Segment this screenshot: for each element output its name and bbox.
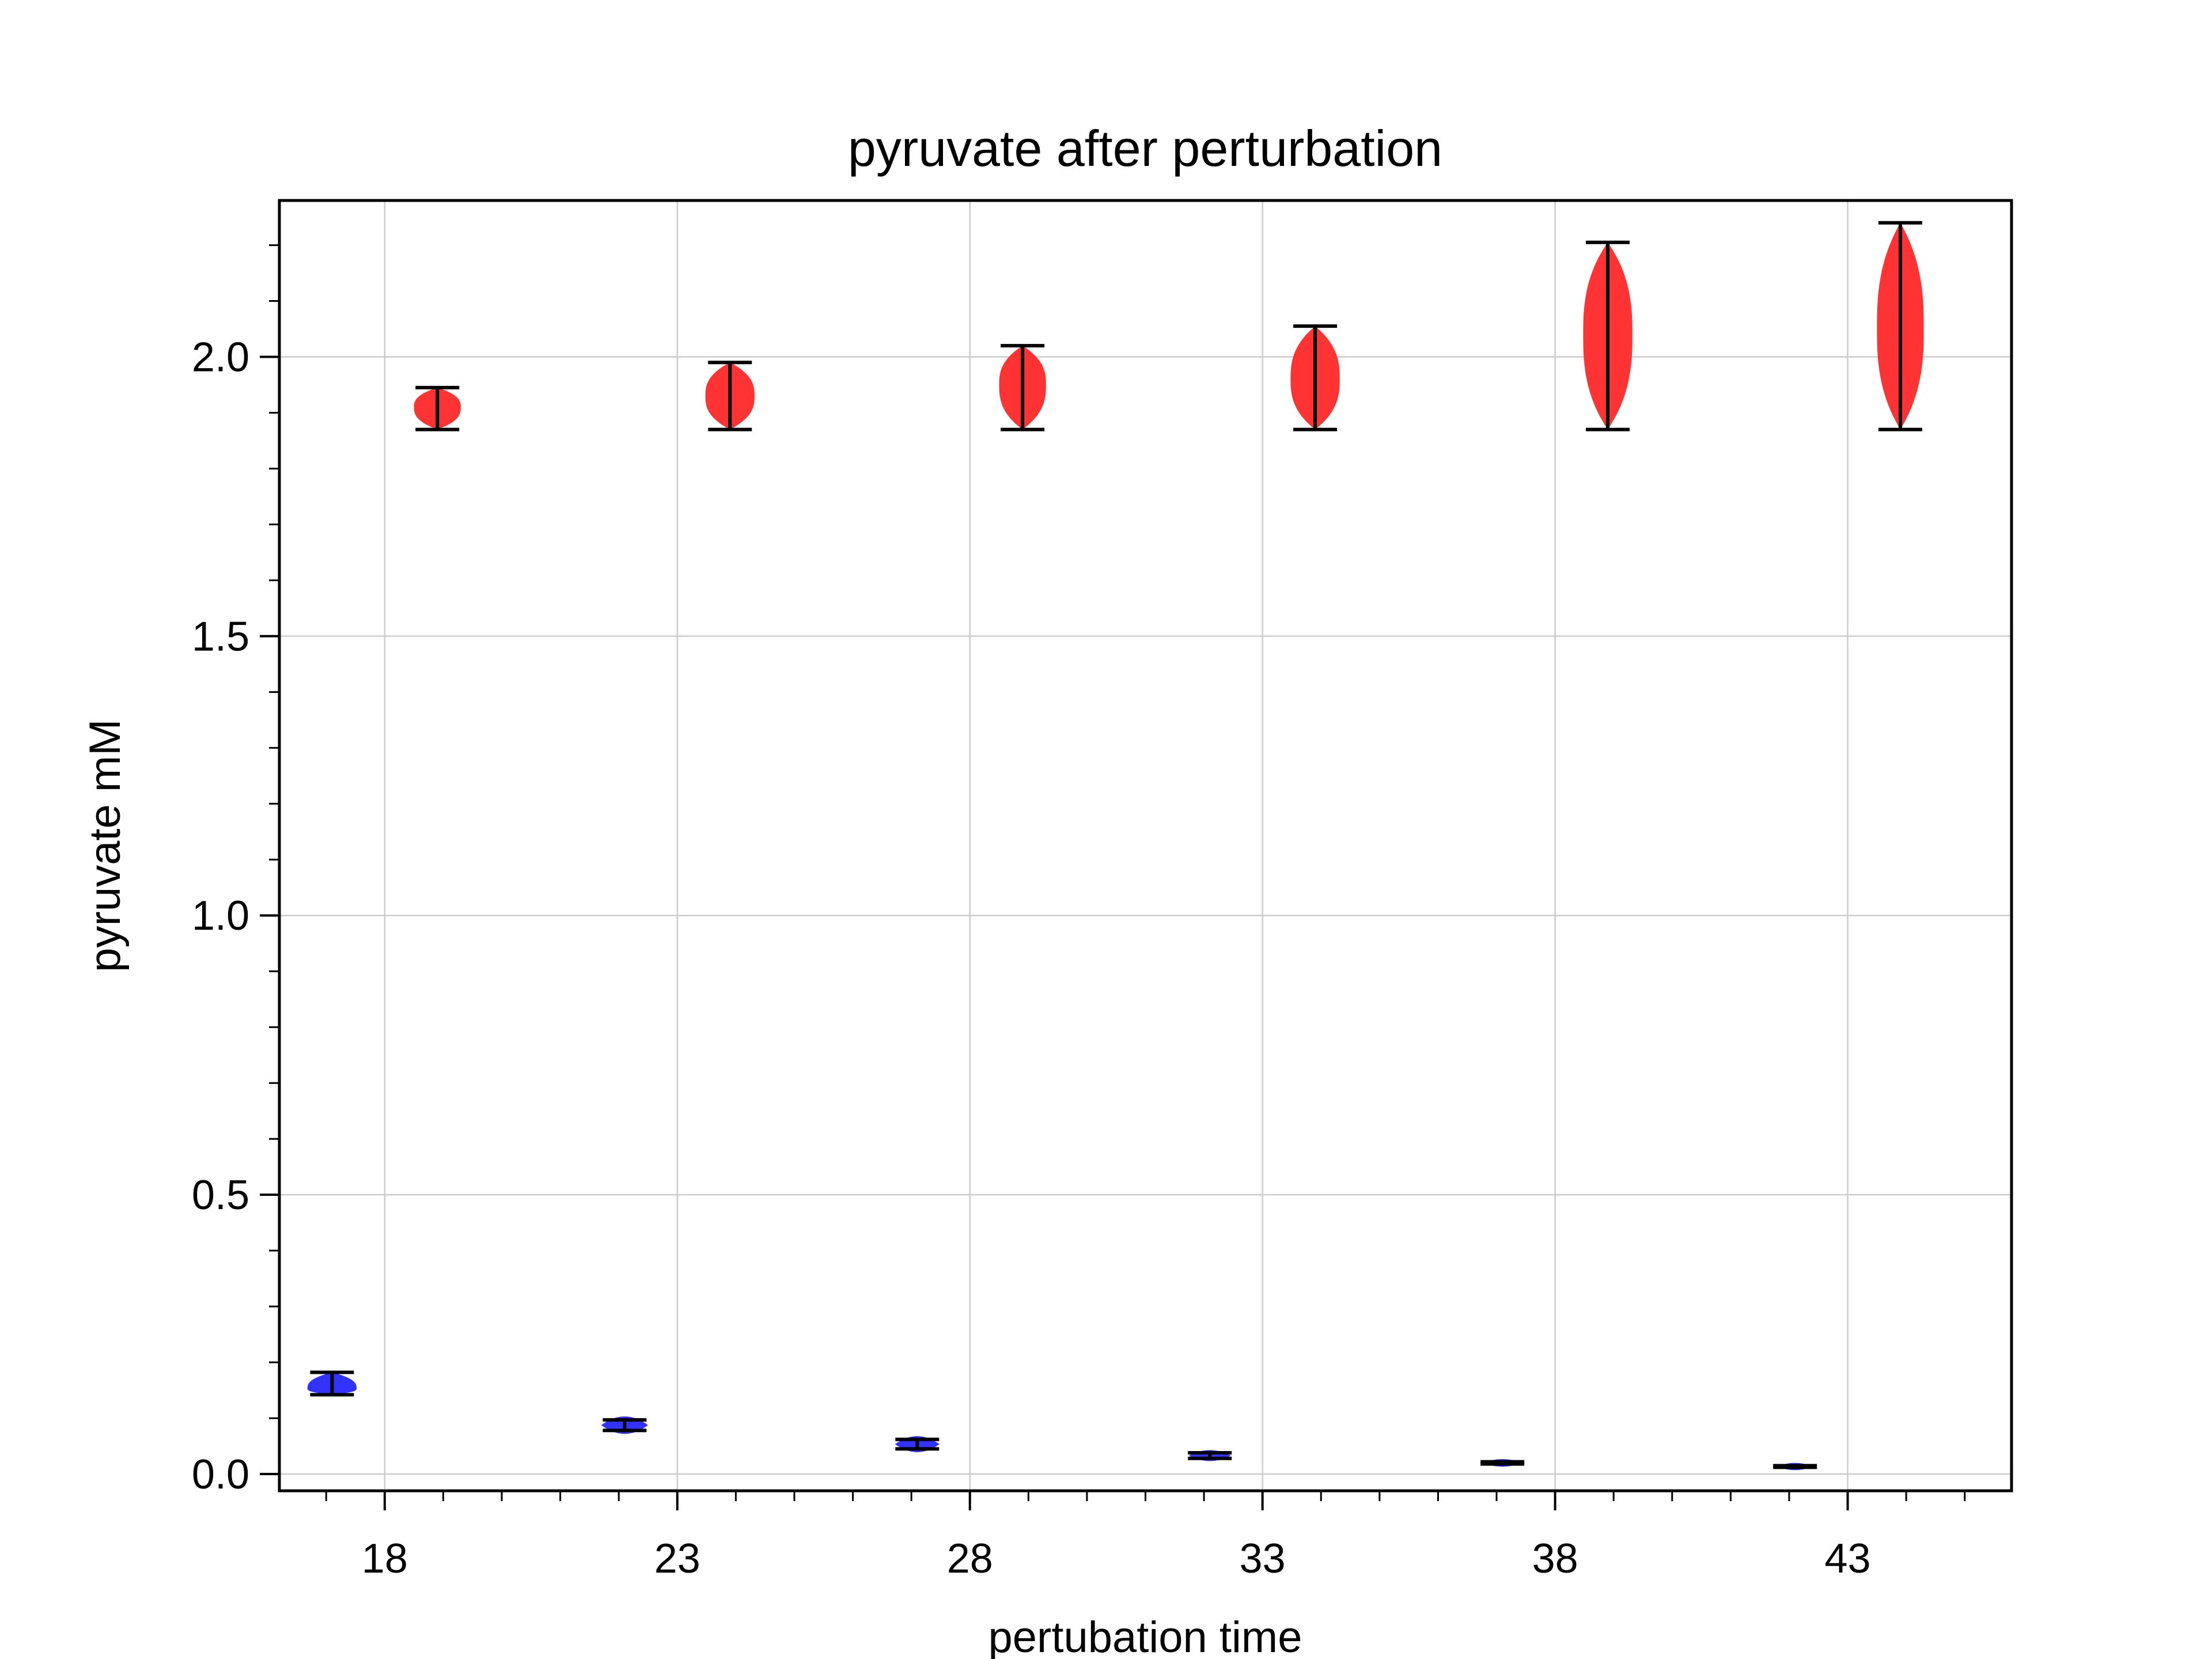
y-tick-label: 2.0 xyxy=(192,335,249,381)
y-tick-label: 1.5 xyxy=(192,613,249,660)
x-tick-label: 18 xyxy=(362,1536,408,1582)
violin-whiskers xyxy=(310,221,1922,1469)
x-tick-label: 38 xyxy=(1532,1536,1578,1582)
x-tick-label: 43 xyxy=(1825,1536,1871,1582)
axis-ticks xyxy=(260,244,1966,1510)
y-tick-label: 0.0 xyxy=(192,1452,249,1498)
tick-labels: 18 23 28 33 38 43 0.0 0.5 1.0 1.5 2.0 xyxy=(192,335,1871,1582)
grid-lines xyxy=(279,200,2012,1491)
x-tick-label: 23 xyxy=(654,1536,700,1582)
x-axis-label: pertubation time xyxy=(988,1613,1302,1659)
x-tick-label: 28 xyxy=(947,1536,993,1582)
y-tick-label: 0.5 xyxy=(192,1172,249,1218)
x-tick-label: 33 xyxy=(1240,1536,1286,1582)
y-axis-label: pyruvate mM xyxy=(81,719,130,972)
chart-title: pyruvate after perturbation xyxy=(848,120,1442,177)
y-tick-label: 1.0 xyxy=(192,893,249,939)
